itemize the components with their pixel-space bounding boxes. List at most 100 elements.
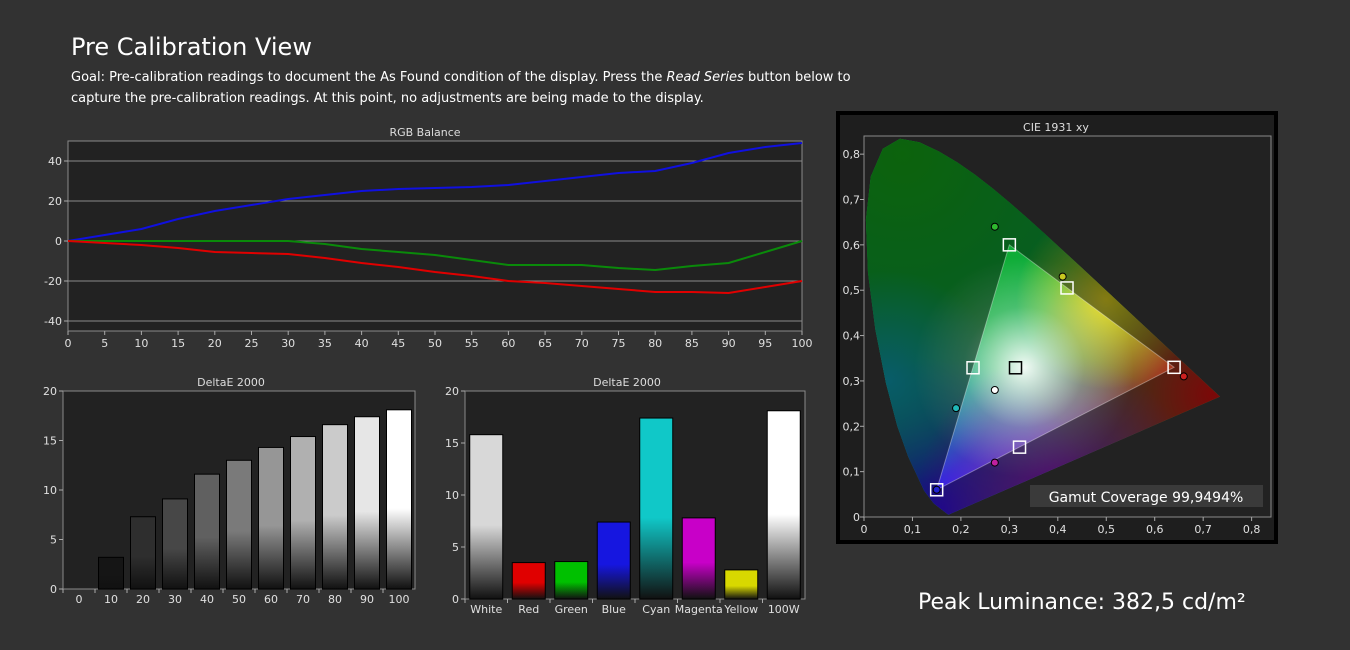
cie-y-tick-label: 0 xyxy=(853,511,860,524)
color-bar-red xyxy=(511,562,546,600)
rgb-balance-title: RGB Balance xyxy=(389,126,460,139)
cie-measured-cyan xyxy=(952,404,961,413)
grayscale-x-tick-label: 60 xyxy=(264,593,278,606)
gamut-coverage-box xyxy=(1030,485,1263,507)
cie-y-tick-label: 0,2 xyxy=(843,420,861,433)
rgb-x-tick-label: 30 xyxy=(281,337,295,350)
cie-gamut-triangle xyxy=(935,244,1176,491)
grayscale-bar-60 xyxy=(258,446,284,590)
color-bar-white xyxy=(469,434,504,600)
cie-target-magenta xyxy=(1012,440,1027,454)
grayscale-deltae-title: DeltaE 2000 xyxy=(197,376,265,389)
cie-x-tick-label: 0 xyxy=(861,523,868,536)
grayscale-x-tick-label: 80 xyxy=(328,593,342,606)
grayscale-y-tick-label: 0 xyxy=(50,583,57,596)
color-bar-blue xyxy=(596,521,631,600)
color-x-tick-label: White xyxy=(470,603,502,616)
color-bar-magenta xyxy=(681,517,716,600)
color-x-tick-label: Red xyxy=(518,603,539,616)
rgb-x-tick-label: 40 xyxy=(355,337,369,350)
cie-measured-red xyxy=(1179,372,1188,381)
color-x-tick-label: Blue xyxy=(602,603,627,616)
color-x-tick-label: Magenta xyxy=(675,603,723,616)
page-title: Pre Calibration View xyxy=(71,33,312,61)
color-deltae-title: DeltaE 2000 xyxy=(593,376,661,389)
rgb-x-tick-label: 80 xyxy=(648,337,662,350)
color-bar-yellow xyxy=(724,569,759,600)
grayscale-x-tick-label: 0 xyxy=(76,593,83,606)
grayscale-x-tick-label: 40 xyxy=(200,593,214,606)
grayscale-y-tick-label: 10 xyxy=(43,484,57,497)
grayscale-y-tick-label: 20 xyxy=(43,385,57,398)
rgb-y-tick-label: -20 xyxy=(44,275,62,288)
rgb-y-tick-label: 0 xyxy=(55,235,62,248)
color-deltae-chart: DeltaE 2000 20 15 10 5 0 White Red Green Blue Cya… xyxy=(445,376,806,616)
rgb-x-tick-label: 10 xyxy=(134,337,148,350)
cie-y-tick-label: 0,7 xyxy=(843,194,861,207)
color-bar-100w xyxy=(766,410,801,600)
cie-target-blue xyxy=(929,483,944,497)
grayscale-bar-40 xyxy=(194,473,220,590)
cie-y-tick-label: 0,8 xyxy=(843,148,861,161)
rgb-x-tick-label: 100 xyxy=(792,337,813,350)
rgb-x-tick-label: 20 xyxy=(208,337,222,350)
cie-y-tick-label: 0,4 xyxy=(843,330,861,343)
cie-x-tick-label: 0,8 xyxy=(1243,523,1261,536)
rgb-x-tick-label: 0 xyxy=(65,337,72,350)
color-x-tick-label: Cyan xyxy=(642,603,670,616)
cie-x-tick-label: 0,4 xyxy=(1049,523,1067,536)
color-x-tick-label: Yellow xyxy=(723,603,758,616)
color-y-tick-label: 10 xyxy=(445,489,459,502)
grayscale-bar-70 xyxy=(290,436,316,590)
rgb-x-tick-label: 35 xyxy=(318,337,332,350)
color-y-tick-label: 0 xyxy=(452,593,459,606)
cie-target-green xyxy=(1002,238,1017,252)
grayscale-bar-10 xyxy=(98,556,124,590)
rgb-x-tick-label: 90 xyxy=(722,337,736,350)
rgb-x-tick-label: 15 xyxy=(171,337,185,350)
cie-target-yellow xyxy=(1060,281,1074,295)
cie-measured-yellow xyxy=(1058,272,1067,281)
grayscale-x-tick-label: 20 xyxy=(136,593,150,606)
goal-text-start: Goal: Pre-calibration readings to docume… xyxy=(71,70,667,85)
cie-x-tick-label: 0,2 xyxy=(952,523,970,536)
goal-text-button-name: Read Series xyxy=(666,70,744,85)
grayscale-x-tick-label: 30 xyxy=(168,593,182,606)
color-y-tick-label: 20 xyxy=(445,385,459,398)
grayscale-x-tick-label: 50 xyxy=(232,593,246,606)
color-bar-cyan xyxy=(639,417,674,600)
cie-y-tick-label: 0,6 xyxy=(843,239,861,252)
rgb-x-tick-label: 25 xyxy=(245,337,259,350)
cie-measured-green xyxy=(990,222,999,231)
cie-x-tick-label: 0,1 xyxy=(904,523,922,536)
cie-x-tick-label: 0,6 xyxy=(1146,523,1164,536)
rgb-series-line-2 xyxy=(67,240,803,295)
grayscale-bar-30 xyxy=(162,498,188,590)
rgb-y-tick-label: 40 xyxy=(48,155,62,168)
rgb-y-tick-label: -40 xyxy=(44,315,62,328)
rgb-x-tick-label: 95 xyxy=(758,337,772,350)
grayscale-bar-90 xyxy=(354,416,380,590)
rgb-series-line-0 xyxy=(67,142,803,242)
gamut-coverage-label: Gamut Coverage 99,9494% xyxy=(1049,490,1244,506)
rgb-x-tick-label: 85 xyxy=(685,337,699,350)
cie-measured-white xyxy=(990,386,999,394)
peak-luminance: Peak Luminance: 382,5 cd/m² xyxy=(918,590,1246,615)
rgb-series-line-1 xyxy=(68,240,803,272)
rgb-x-tick-label: 5 xyxy=(101,337,108,350)
grayscale-x-tick-label: 100 xyxy=(389,593,410,606)
grayscale-x-tick-label: 90 xyxy=(360,593,374,606)
rgb-balance-plot-area xyxy=(67,140,803,332)
rgb-x-tick-label: 65 xyxy=(538,337,552,350)
color-x-tick-label: Green xyxy=(555,603,588,616)
rgb-y-tick-label: 20 xyxy=(48,195,62,208)
color-bar-green xyxy=(554,561,589,600)
cie-y-tick-label: 0,1 xyxy=(843,466,861,479)
grayscale-y-tick-label: 5 xyxy=(50,534,57,547)
cie-title: CIE 1931 xy xyxy=(1023,121,1089,134)
color-y-tick-label: 5 xyxy=(452,541,459,554)
grayscale-bar-50 xyxy=(226,459,252,590)
